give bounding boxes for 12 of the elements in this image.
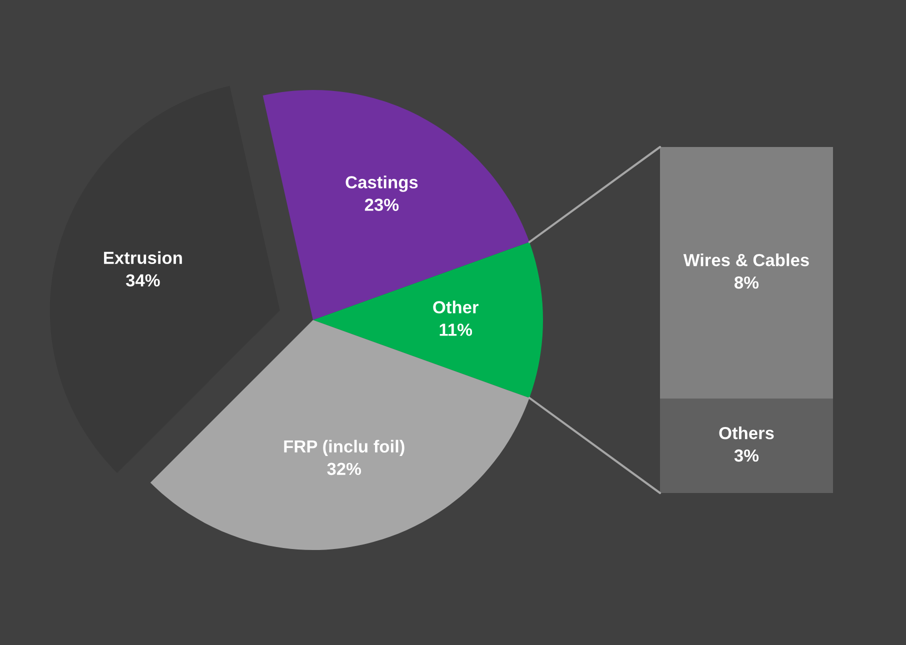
data-label: 3%	[734, 449, 759, 462]
data-label: 23%	[364, 198, 399, 211]
slice-label: Other	[433, 300, 478, 314]
slice-label: FRP (inclu foil)	[284, 440, 404, 456]
slice-label: Extrusion	[104, 251, 182, 264]
series-label: Others	[719, 426, 774, 440]
slice-label: Castings	[346, 176, 418, 192]
data-label: 32%	[327, 462, 362, 476]
data-label: 34%	[126, 274, 160, 287]
data-label: 11%	[440, 324, 472, 336]
series-label: Wires & Cables	[683, 253, 809, 266]
data-label: 8%	[734, 276, 759, 289]
